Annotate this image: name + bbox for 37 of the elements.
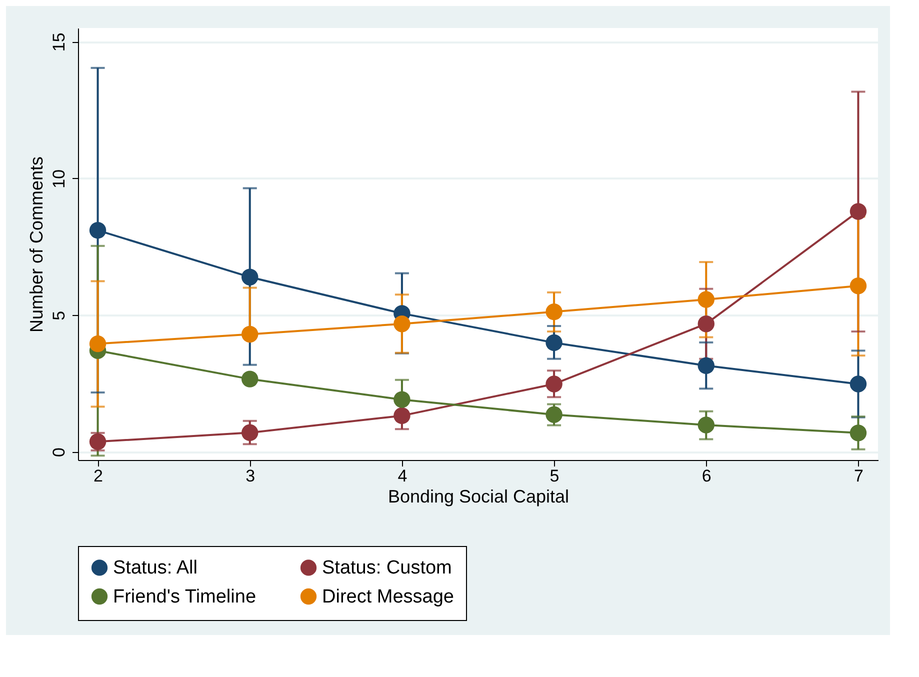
legend-label: Direct Message — [322, 586, 454, 608]
point — [546, 376, 562, 392]
point — [546, 334, 562, 352]
point — [850, 424, 867, 442]
point — [241, 268, 258, 286]
x-tick-label: 6 — [702, 466, 712, 486]
point — [394, 407, 410, 424]
point — [89, 222, 106, 239]
point — [546, 303, 562, 320]
point — [698, 357, 715, 374]
point — [546, 406, 562, 423]
y-tick-label: 0 — [50, 448, 68, 458]
y-tick-label: 15 — [50, 32, 68, 52]
point — [394, 391, 410, 408]
point — [241, 370, 258, 388]
x-axis-title: Bonding Social Capital — [388, 486, 570, 506]
legend-label: Status: All — [113, 558, 198, 579]
x-tick-label: 5 — [550, 466, 560, 486]
point — [698, 416, 715, 434]
point — [241, 326, 258, 343]
point — [698, 315, 715, 332]
x-tick-label: 3 — [246, 466, 256, 486]
point — [850, 277, 867, 294]
y-tick-label: 10 — [50, 169, 68, 188]
x-tick-label: 2 — [94, 466, 104, 486]
point — [850, 203, 867, 220]
point — [698, 291, 715, 308]
y-axis-title: Number of Comments — [26, 156, 46, 333]
point — [394, 315, 410, 332]
point — [89, 335, 106, 352]
point — [850, 376, 867, 392]
point — [241, 424, 258, 442]
x-tick-label: 4 — [398, 466, 408, 486]
x-tick-label: 7 — [854, 466, 864, 486]
legend-label: Status: Custom — [322, 558, 452, 579]
legend-label: Friend's Timeline — [113, 586, 256, 608]
y-tick-label: 5 — [50, 310, 68, 320]
